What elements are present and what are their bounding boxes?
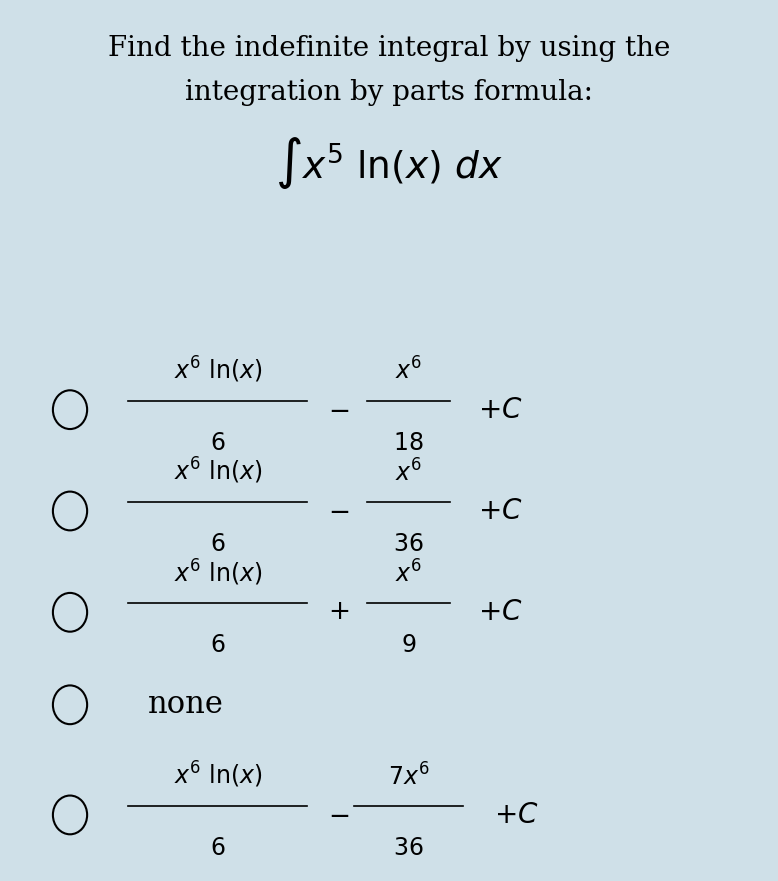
Text: $7x^6$: $7x^6$ [387, 763, 429, 790]
Text: Find the indefinite integral by using the: Find the indefinite integral by using th… [108, 35, 670, 62]
Text: $6$: $6$ [210, 431, 226, 455]
Text: $x^6$: $x^6$ [395, 560, 422, 588]
Text: $\int x^5\ \ln(x)\ dx$: $\int x^5\ \ln(x)\ dx$ [275, 135, 503, 191]
Text: $+C$: $+C$ [494, 801, 538, 829]
Text: $6$: $6$ [210, 532, 226, 556]
Text: $36$: $36$ [393, 532, 424, 556]
Text: none: none [148, 689, 224, 721]
Text: $18$: $18$ [393, 431, 424, 455]
Text: $9$: $9$ [401, 633, 416, 657]
Text: integration by parts formula:: integration by parts formula: [185, 79, 593, 106]
Text: $x^6$: $x^6$ [395, 459, 422, 486]
Text: $6$: $6$ [210, 836, 226, 860]
Text: $-$: $-$ [328, 802, 349, 828]
Text: $x^6\ \ln(x)$: $x^6\ \ln(x)$ [173, 558, 262, 588]
Text: $+C$: $+C$ [478, 396, 523, 424]
Text: $+C$: $+C$ [478, 497, 523, 525]
Text: $x^6$: $x^6$ [395, 358, 422, 385]
Text: $x^6\ \ln(x)$: $x^6\ \ln(x)$ [173, 760, 262, 790]
Text: $+$: $+$ [328, 599, 349, 626]
Text: $36$: $36$ [393, 836, 424, 860]
Text: $+C$: $+C$ [478, 598, 523, 626]
Text: $6$: $6$ [210, 633, 226, 657]
Text: $-$: $-$ [328, 498, 349, 524]
Text: $-$: $-$ [328, 396, 349, 423]
Text: $x^6\ \ln(x)$: $x^6\ \ln(x)$ [173, 355, 262, 385]
Text: $x^6\ \ln(x)$: $x^6\ \ln(x)$ [173, 456, 262, 486]
